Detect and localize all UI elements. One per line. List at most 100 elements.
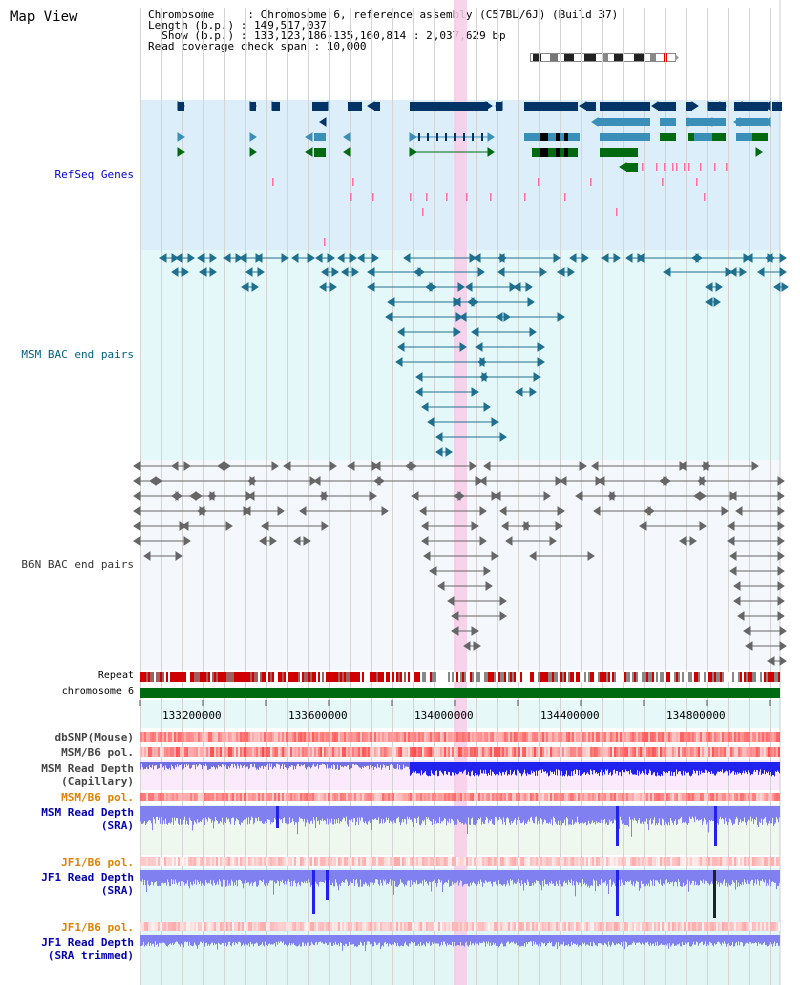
strand-arrow bbox=[217, 461, 225, 471]
strand-arrow bbox=[319, 491, 327, 501]
jf1-sra-depth-bin bbox=[402, 870, 403, 883]
strand-arrow bbox=[777, 476, 785, 486]
msm-sra-depth-bin bbox=[170, 806, 171, 824]
msm-b6-polymorphism-bin bbox=[548, 793, 550, 801]
jf1-b6-polymorphism-bin bbox=[694, 922, 696, 931]
msm-b6-polymorphism-bin bbox=[256, 747, 258, 757]
jf1-b6-polymorphism-bin bbox=[260, 922, 262, 931]
msm-sra-depth-bin bbox=[631, 806, 632, 837]
repeat-element bbox=[558, 672, 560, 682]
msm-sra-depth-bin bbox=[265, 806, 266, 822]
jf1-sra-depth-bin bbox=[545, 870, 546, 885]
jf1-sra-depth-bin bbox=[390, 870, 391, 880]
strand-arrow bbox=[415, 372, 423, 382]
msm-b6-polymorphism-bin bbox=[768, 747, 770, 757]
msm-capillary-depth-bin bbox=[230, 762, 231, 766]
jf1-b6-polymorphism-bin bbox=[424, 857, 426, 866]
jf1-trimmed-depth-bin bbox=[651, 935, 652, 946]
jf1-trimmed-depth-bin bbox=[644, 935, 645, 946]
repeat-element bbox=[694, 672, 696, 682]
msm-sra-depth-bin bbox=[356, 806, 357, 822]
jf1-b6-polymorphism-bin bbox=[494, 857, 496, 866]
msm-b6-polymorphism-bin bbox=[764, 793, 766, 801]
msm-sra-depth-bin bbox=[146, 806, 147, 824]
jf1-trimmed-depth-bin bbox=[630, 935, 631, 945]
msm-capillary-depth-bin bbox=[373, 762, 374, 770]
msm-b6-polymorphism-bin bbox=[404, 747, 406, 757]
jf1-sra-depth-bin bbox=[299, 870, 300, 885]
dbsnp-density-bin bbox=[696, 732, 698, 742]
msm-capillary-depth-bin bbox=[367, 762, 368, 766]
jf1-b6-polymorphism-bin bbox=[306, 857, 308, 866]
msm-b6-polymorphism-bin bbox=[374, 747, 376, 757]
msm-sra-depth-bin bbox=[272, 806, 273, 823]
msm-b6-polymorphism-bin bbox=[384, 747, 386, 757]
jf1-sra-depth-bin bbox=[232, 870, 233, 882]
msm-b6-polymorphism-bin bbox=[692, 747, 694, 757]
dbsnp-density-bin bbox=[188, 732, 190, 742]
refseq-exon bbox=[463, 133, 465, 141]
msm-b6-polymorphism-bin bbox=[442, 747, 444, 757]
msm-b6-polymorphism-bin bbox=[688, 793, 690, 801]
msm-sra-depth-bin bbox=[704, 806, 705, 818]
msm-b6-polymorphism-bin bbox=[184, 747, 186, 757]
msm-capillary-depth-bin bbox=[657, 762, 658, 773]
strand-arrow bbox=[243, 506, 251, 516]
dbsnp-density-bin bbox=[262, 732, 264, 742]
jf1-sra-depth-bin bbox=[651, 870, 652, 881]
msm-capillary-depth-bin bbox=[234, 762, 235, 764]
msm-capillary-depth-bin bbox=[769, 762, 770, 776]
repeat-element bbox=[398, 672, 400, 682]
jf1-b6-polymorphism-bin bbox=[290, 857, 292, 866]
msm-b6-polymorphism-bin bbox=[546, 793, 548, 801]
jf1-sra-depth-bin bbox=[709, 870, 710, 886]
msm-capillary-depth-bin bbox=[684, 762, 685, 776]
msm-sra-depth-bin bbox=[682, 806, 683, 824]
msm-sra-depth-bin bbox=[614, 806, 615, 820]
msm-b6-polymorphism-bin bbox=[228, 793, 230, 801]
msm-capillary-depth-bin bbox=[617, 762, 618, 771]
msm-capillary-depth-bin bbox=[270, 762, 271, 767]
msm-b6-polymorphism-bin bbox=[238, 793, 240, 801]
repeat-element bbox=[642, 672, 644, 682]
jf1-sra-depth-bin bbox=[385, 870, 386, 880]
msm-capillary-depth-bin bbox=[669, 762, 670, 771]
jf1-sra-depth-bin bbox=[514, 870, 515, 883]
msm-sra-depth-bin bbox=[664, 806, 665, 826]
dbsnp-density-bin bbox=[312, 732, 314, 742]
jf1-trimmed-depth-bin bbox=[199, 935, 200, 945]
jf1-b6-polymorphism-bin bbox=[448, 857, 450, 866]
msm-b6-polymorphism-bin bbox=[432, 793, 434, 801]
jf1-trimmed-depth-bin bbox=[502, 935, 503, 944]
jf1-trimmed-depth-bin bbox=[290, 935, 291, 946]
msm-sra-depth-bin bbox=[679, 806, 680, 820]
msm-capillary-depth-bin bbox=[464, 762, 465, 771]
msm-b6-polymorphism-bin bbox=[488, 793, 490, 801]
msm-capillary-depth-bin bbox=[323, 762, 324, 765]
repeat-element bbox=[750, 672, 752, 682]
jf1-trimmed-depth-bin bbox=[218, 935, 219, 943]
jf1-sra-depth-bin bbox=[778, 870, 779, 886]
msm-sra-depth-bin bbox=[374, 806, 375, 819]
strand-arrow bbox=[553, 253, 561, 263]
msm-b6-polymorphism-bin bbox=[396, 793, 398, 801]
msm-sra-depth-bin bbox=[402, 806, 403, 819]
jf1-b6-polymorphism-bin bbox=[716, 922, 718, 931]
jf1-sra-depth-bin bbox=[181, 870, 182, 882]
msm-sra-depth-bin bbox=[211, 806, 212, 823]
jf1-sra-depth-bin bbox=[726, 870, 727, 883]
repeat-element bbox=[296, 672, 298, 682]
msm-sra-depth-bin bbox=[708, 806, 709, 833]
jf1-b6-polymorphism-bin bbox=[618, 857, 620, 866]
jf1-trimmed-depth-bin bbox=[428, 935, 429, 944]
msm-sra-depth-bin bbox=[309, 806, 310, 825]
jf1-sra-depth-bin bbox=[730, 870, 731, 886]
msm-sra-depth-bin bbox=[527, 806, 528, 822]
refseq-gene-arrow bbox=[651, 101, 659, 111]
jf1-trimmed-depth-bin bbox=[313, 935, 314, 945]
dbsnp-density-bin bbox=[690, 732, 692, 742]
msm-b6-polymorphism-bin bbox=[364, 747, 366, 757]
repeat-element bbox=[444, 672, 446, 682]
jf1-b6-polymorphism-bin bbox=[404, 857, 406, 866]
